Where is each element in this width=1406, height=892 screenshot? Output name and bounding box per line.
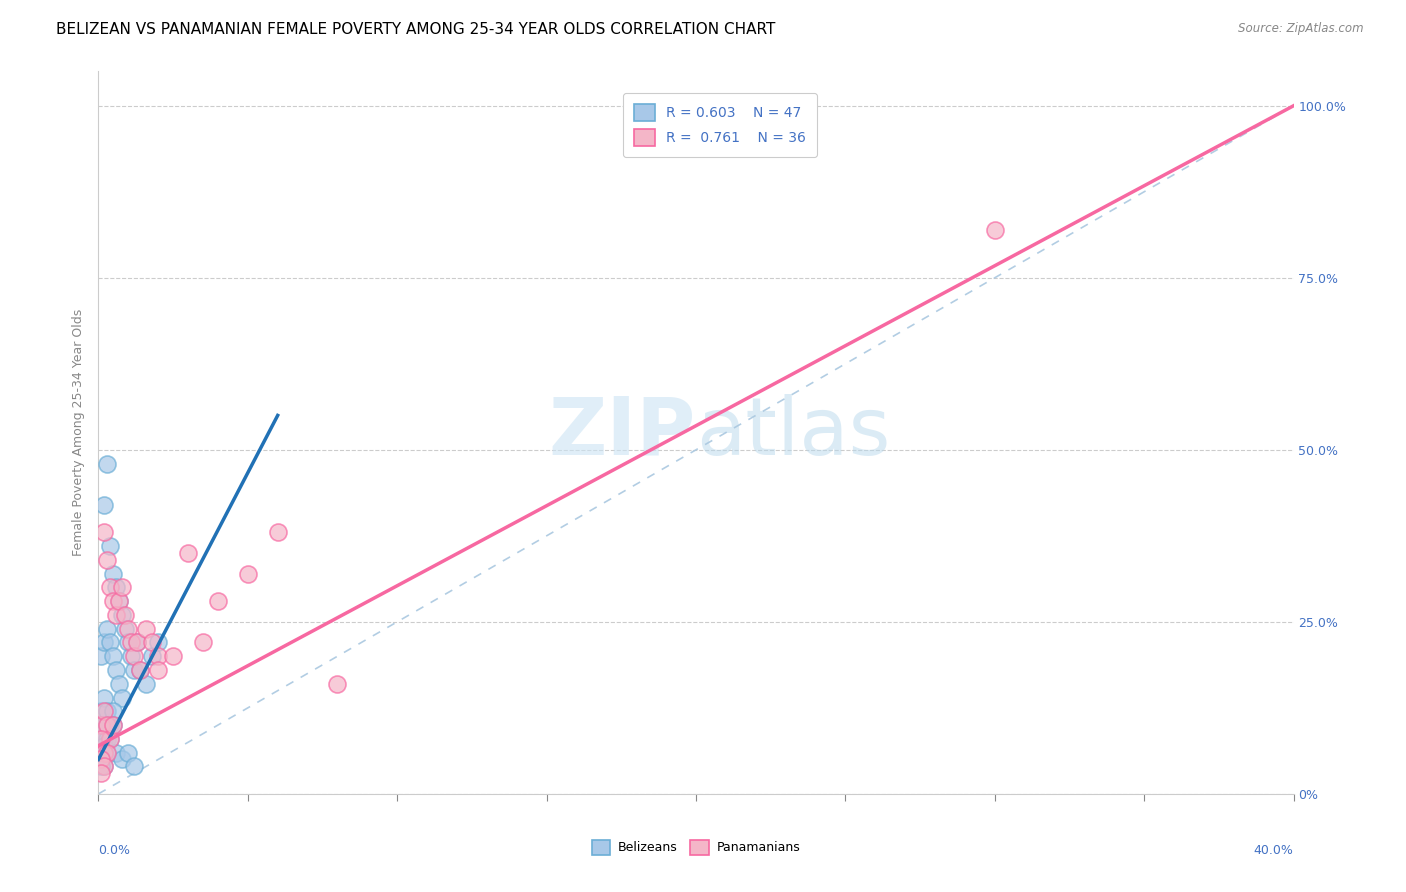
Point — [93, 525, 115, 540]
Point — [96, 553, 118, 567]
Point — [191, 635, 214, 649]
Point — [127, 635, 149, 649]
Point — [103, 718, 125, 732]
Point — [98, 718, 122, 732]
Point — [148, 635, 170, 649]
Point — [90, 731, 112, 746]
Point — [105, 581, 128, 595]
Point — [96, 718, 118, 732]
Point — [96, 457, 118, 471]
Point — [111, 690, 134, 705]
Point — [207, 594, 229, 608]
Point — [103, 594, 125, 608]
Point — [96, 746, 118, 760]
Point — [93, 759, 115, 773]
Point — [96, 718, 118, 732]
Text: ZIP: ZIP — [548, 393, 696, 472]
Text: atlas: atlas — [696, 393, 890, 472]
Point — [267, 525, 290, 540]
Point — [326, 677, 349, 691]
Point — [127, 635, 149, 649]
Point — [117, 635, 139, 649]
Point — [105, 607, 128, 622]
Point — [90, 718, 112, 732]
Point — [103, 718, 125, 732]
Point — [177, 546, 200, 560]
Point — [93, 759, 115, 773]
Point — [148, 663, 170, 677]
Point — [162, 649, 184, 664]
Point — [98, 581, 122, 595]
Point — [90, 649, 112, 664]
Point — [93, 739, 115, 753]
Point — [105, 746, 128, 760]
Point — [93, 498, 115, 512]
Point — [148, 649, 170, 664]
Point — [93, 746, 115, 760]
Point — [111, 752, 134, 766]
Point — [105, 663, 128, 677]
Point — [103, 704, 125, 718]
Point — [90, 752, 112, 766]
Point — [124, 759, 146, 773]
Point — [96, 746, 118, 760]
Point — [90, 704, 112, 718]
Text: 0.0%: 0.0% — [98, 845, 131, 857]
Point — [114, 607, 136, 622]
Point — [984, 222, 1007, 236]
Point — [124, 663, 146, 677]
Point — [129, 663, 152, 677]
Point — [103, 649, 125, 664]
Point — [93, 690, 115, 705]
Point — [90, 731, 112, 746]
Point — [236, 566, 259, 581]
Point — [111, 581, 134, 595]
Point — [103, 566, 125, 581]
Point — [114, 622, 136, 636]
Point — [129, 663, 152, 677]
Point — [135, 622, 157, 636]
Point — [90, 746, 112, 760]
Point — [93, 731, 115, 746]
Point — [98, 635, 122, 649]
Point — [93, 704, 115, 718]
Point — [93, 635, 115, 649]
Text: 40.0%: 40.0% — [1254, 845, 1294, 857]
Point — [96, 704, 118, 718]
Point — [120, 649, 142, 664]
Point — [108, 594, 131, 608]
Point — [98, 731, 122, 746]
Text: BELIZEAN VS PANAMANIAN FEMALE POVERTY AMONG 25-34 YEAR OLDS CORRELATION CHART: BELIZEAN VS PANAMANIAN FEMALE POVERTY AM… — [56, 22, 776, 37]
Point — [124, 649, 146, 664]
Y-axis label: Female Poverty Among 25-34 Year Olds: Female Poverty Among 25-34 Year Olds — [72, 309, 86, 557]
Point — [135, 677, 157, 691]
Point — [117, 622, 139, 636]
Text: Source: ZipAtlas.com: Source: ZipAtlas.com — [1239, 22, 1364, 36]
Point — [96, 731, 118, 746]
Point — [93, 746, 115, 760]
Point — [90, 766, 112, 780]
Legend: Belizeans, Panamanians: Belizeans, Panamanians — [586, 835, 806, 860]
Point — [108, 677, 131, 691]
Point — [90, 752, 112, 766]
Point — [120, 635, 142, 649]
Point — [96, 622, 118, 636]
Point — [98, 539, 122, 553]
Point — [90, 759, 112, 773]
Point — [90, 718, 112, 732]
Point — [141, 635, 163, 649]
Point — [111, 607, 134, 622]
Point — [117, 746, 139, 760]
Point — [141, 649, 163, 664]
Point — [98, 731, 122, 746]
Point — [108, 594, 131, 608]
